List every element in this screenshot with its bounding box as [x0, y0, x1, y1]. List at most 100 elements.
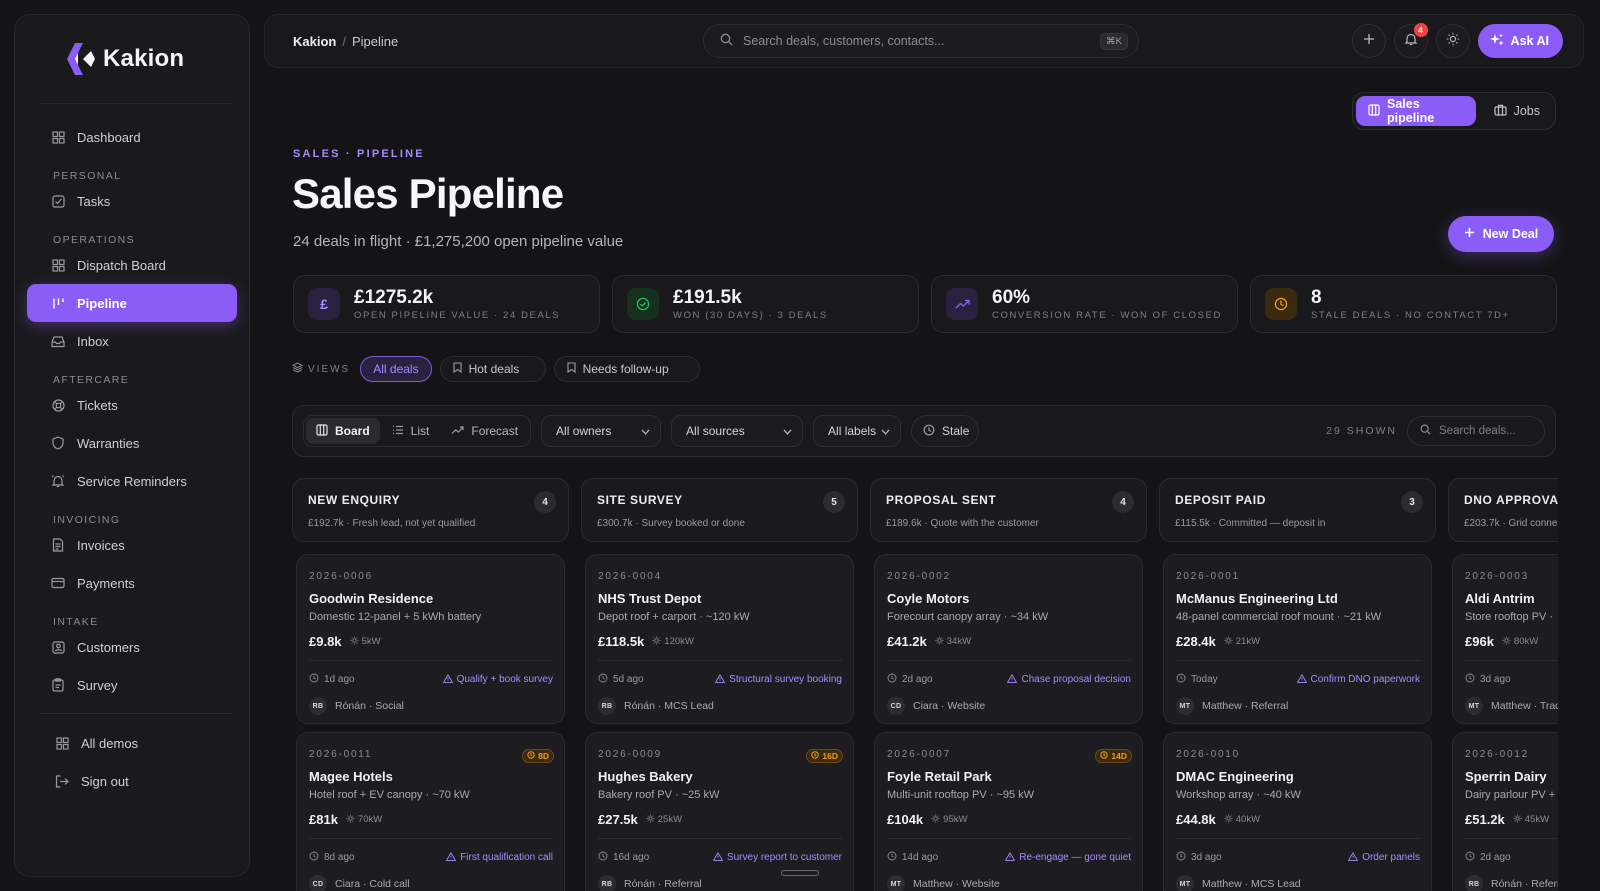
- owner-avatar: CD: [887, 697, 905, 715]
- sidebar-item-survey[interactable]: Survey: [27, 666, 237, 704]
- kpi-value: £191.5k: [673, 286, 742, 308]
- add-button[interactable]: [1351, 24, 1386, 58]
- next-action[interactable]: Re-engage — gone quiet: [1005, 851, 1131, 864]
- deal-card[interactable]: 2026-0010 DMAC Engineering Workshop array …: [1163, 732, 1432, 891]
- next-action[interactable]: Chase proposal decision: [1007, 673, 1131, 686]
- view-chip-all-deals[interactable]: All deals: [360, 356, 432, 382]
- deal-card[interactable]: 2026-0002 Coyle Motors Forecourt canopy ar…: [874, 554, 1143, 724]
- owner-avatar: RB: [598, 697, 616, 715]
- notifications-button[interactable]: 4: [1393, 23, 1428, 58]
- column-title: SITE SURVEY: [597, 493, 683, 507]
- card-divider: [1176, 660, 1420, 661]
- deal-meta: Today Confirm DNO paperwork: [1176, 673, 1420, 686]
- sidebar-item-warranties[interactable]: Warranties: [27, 424, 237, 462]
- deal-search-input[interactable]: Search deals...: [1407, 416, 1545, 446]
- pipeline-column-proposal-sent: PROPOSAL SENT £189.6k · Quote with the cu…: [870, 478, 1147, 891]
- owner-filter-select[interactable]: All owners: [541, 415, 662, 447]
- column-header: PROPOSAL SENT £189.6k · Quote with the cu…: [870, 478, 1147, 542]
- sidebar-item-label: Warranties: [77, 435, 140, 451]
- pipeline-column-dno-approval: DNO APPROVAL £203.7k · Grid conne 2026-000…: [1448, 478, 1558, 891]
- sidebar-item-all-demos[interactable]: All demos: [27, 724, 237, 762]
- deal-name: Coyle Motors: [887, 591, 970, 606]
- next-action[interactable]: Survey report to customer: [712, 851, 842, 864]
- deal-amount: £118.5k: [598, 634, 645, 649]
- deal-description: Dairy parlour PV +: [1465, 789, 1556, 801]
- deal-card[interactable]: 2026-0001 McManus Engineering Ltd 48-panel…: [1163, 554, 1432, 724]
- deal-description: Store rooftop PV ·: [1465, 611, 1554, 623]
- pipeline-mode-switch: Sales pipeline Jobs: [1352, 92, 1556, 130]
- column-header: DNO APPROVAL £203.7k · Grid conne: [1448, 478, 1558, 542]
- search-shortcut: ⌘K: [1100, 32, 1128, 50]
- sidebar-item-dispatch-board[interactable]: Dispatch Board: [27, 246, 237, 284]
- view-chip-hot-deals[interactable]: Hot deals: [439, 356, 546, 382]
- sidebar-item-inbox[interactable]: Inbox: [27, 322, 237, 360]
- next-action-label: Confirm DNO paperwork: [1310, 674, 1420, 685]
- deal-age: 2d ago: [1465, 851, 1511, 864]
- list-mode-button[interactable]: List: [382, 418, 440, 444]
- deal-card[interactable]: 2026-0003 Aldi Antrim Store rooftop PV · £…: [1452, 554, 1558, 724]
- card-divider: [1176, 838, 1420, 839]
- next-action[interactable]: First qualification call: [446, 851, 553, 864]
- deal-card[interactable]: 2026-0007 14D Foyle Retail Park Multi-unit …: [874, 732, 1143, 891]
- next-action[interactable]: Structural survey booking: [714, 673, 842, 686]
- sidebar-item-pipeline[interactable]: Pipeline: [27, 284, 237, 322]
- pipeline-icon: [51, 296, 65, 310]
- source-filter-value: All sources: [686, 424, 745, 438]
- sidebar-item-customers[interactable]: Customers: [27, 628, 237, 666]
- global-search[interactable]: Search deals, customers, contacts... ⌘K: [703, 24, 1139, 58]
- deal-card[interactable]: 2026-0012 Sperrin Dairy Dairy parlour PV +…: [1452, 732, 1558, 891]
- warning-icon: [446, 851, 457, 864]
- owner-source: Matthew · MCS Lead: [1202, 878, 1301, 890]
- jobs-tab[interactable]: Jobs: [1482, 96, 1552, 126]
- forecast-mode-button[interactable]: Forecast: [441, 418, 528, 444]
- column-title: PROPOSAL SENT: [886, 493, 997, 507]
- sidebar-item-sign-out[interactable]: Sign out: [27, 762, 237, 800]
- deal-meta: 5d ago Structural survey booking: [598, 673, 842, 686]
- horizontal-scroll-handle[interactable]: [781, 870, 819, 876]
- search-placeholder: Search deals, customers, contacts...: [743, 34, 945, 48]
- sidebar-item-dashboard[interactable]: Dashboard: [27, 118, 237, 156]
- chevron-down-icon: [881, 424, 890, 438]
- sidebar-item-invoices[interactable]: Invoices: [27, 526, 237, 564]
- brand-logo[interactable]: Kakion: [27, 15, 237, 103]
- next-action[interactable]: Order panels: [1348, 851, 1420, 864]
- next-action[interactable]: Qualify + book survey: [442, 673, 553, 686]
- column-title: DNO APPROVAL: [1464, 493, 1558, 507]
- sidebar-item-payments[interactable]: Payments: [27, 564, 237, 602]
- deal-card[interactable]: 2026-0006 Goodwin Residence Domestic 12-pa…: [296, 554, 565, 724]
- deal-name: McManus Engineering Ltd: [1176, 591, 1338, 606]
- sidebar-item-tasks[interactable]: Tasks: [27, 182, 237, 220]
- ask-ai-button[interactable]: Ask AI: [1477, 24, 1563, 58]
- deal-capacity: 5kW: [350, 636, 381, 648]
- new-deal-button[interactable]: New Deal: [1448, 216, 1554, 252]
- deal-card[interactable]: 2026-0009 16D Hughes Bakery Bakery roof PV …: [585, 732, 854, 891]
- source-filter-select[interactable]: All sources: [671, 415, 804, 447]
- sidebar-item-tickets[interactable]: Tickets: [27, 386, 237, 424]
- stale-filter-toggle[interactable]: Stale: [911, 415, 980, 447]
- next-action[interactable]: Confirm DNO paperwork: [1296, 673, 1420, 686]
- owner-avatar: MT: [1176, 875, 1194, 891]
- bell-ring-icon: [51, 474, 65, 488]
- theme-toggle-button[interactable]: [1435, 24, 1470, 58]
- deal-reference: 2026-0012: [1465, 749, 1530, 760]
- sales-pipeline-tab[interactable]: Sales pipeline: [1356, 96, 1476, 126]
- sidebar-item-label: Customers: [77, 639, 140, 655]
- list-icon: [392, 424, 404, 438]
- owner-avatar: RB: [598, 875, 616, 891]
- sun-icon: [350, 636, 359, 648]
- view-chip-needs-follow-up[interactable]: Needs follow-up: [553, 356, 700, 382]
- sidebar-divider: [41, 713, 233, 714]
- clock-icon: [1176, 851, 1186, 864]
- kpi-label: STALE DEALS · NO CONTACT 7D+: [1311, 309, 1510, 321]
- column-summary: £189.6k · Quote with the customer: [886, 518, 1039, 529]
- deal-card[interactable]: 2026-0004 NHS Trust Depot Depot roof + car…: [585, 554, 854, 724]
- column-summary: £115.5k · Committed — deposit in: [1175, 518, 1326, 529]
- breadcrumb-root[interactable]: Kakion: [293, 33, 337, 49]
- sidebar-item-label: All demos: [81, 735, 139, 751]
- owner-source: Rónán · Referra: [1491, 878, 1558, 890]
- clock-icon: [811, 751, 820, 761]
- board-mode-button[interactable]: Board: [306, 418, 380, 444]
- sidebar-item-service-reminders[interactable]: Service Reminders: [27, 462, 237, 500]
- deal-card[interactable]: 2026-0011 8D Magee Hotels Hotel roof + EV c…: [296, 732, 565, 891]
- label-filter-select[interactable]: All labels: [813, 415, 902, 447]
